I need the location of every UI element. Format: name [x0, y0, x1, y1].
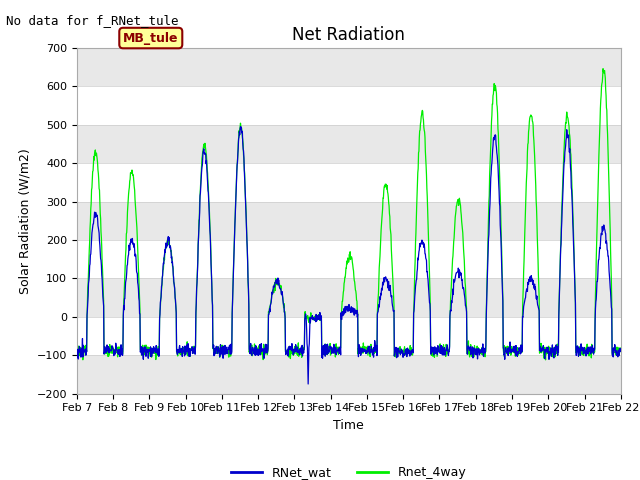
- Y-axis label: Solar Radiation (W/m2): Solar Radiation (W/m2): [18, 148, 31, 294]
- Bar: [77, 86, 621, 125]
- Title: Net Radiation: Net Radiation: [292, 25, 405, 44]
- Text: MB_tule: MB_tule: [123, 32, 179, 45]
- Bar: [77, 240, 621, 278]
- Legend: RNet_wat, Rnet_4way: RNet_wat, Rnet_4way: [226, 461, 472, 480]
- Bar: [77, 317, 621, 355]
- Text: No data for f_RNet_tule: No data for f_RNet_tule: [6, 14, 179, 27]
- Bar: [77, 163, 621, 202]
- X-axis label: Time: Time: [333, 419, 364, 432]
